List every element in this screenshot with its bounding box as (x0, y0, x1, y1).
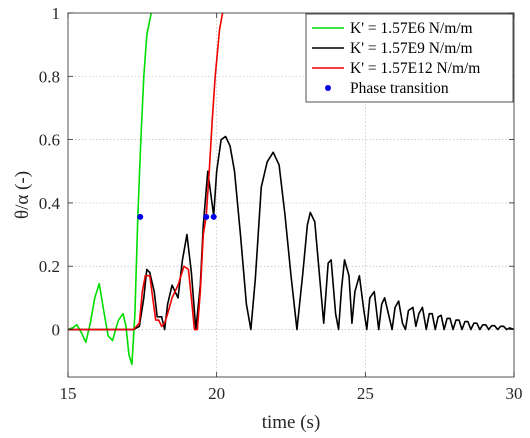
legend: K' = 1.57E6 N/m/m K' = 1.57E9 N/m/m K' = 1… (305, 13, 514, 103)
series-4-marker (203, 213, 210, 220)
legend-label: Phase transition (350, 80, 449, 97)
y-tick-label: 0.8 (39, 67, 60, 86)
x-tick-label: 30 (506, 384, 523, 403)
legend-marker (325, 85, 331, 91)
legend-label: K' = 1.57E9 N/m/m (350, 40, 473, 57)
x-axis-title: time (s) (262, 412, 321, 433)
y-tick-label: 0 (52, 321, 61, 340)
series-4-marker (210, 213, 217, 220)
legend-label: K' = 1.57E12 N/m/m (350, 60, 480, 77)
y-tick-label: 0.6 (39, 131, 60, 150)
series-4-marker (137, 213, 144, 220)
x-tick-label: 25 (357, 384, 374, 403)
y-axis-title: θ/α (-) (12, 171, 33, 219)
y-tick-label: 0.2 (39, 257, 60, 276)
y-tick-label: 1 (52, 4, 61, 23)
plot-frame (67, 12, 515, 378)
x-tick-label: 15 (60, 384, 77, 403)
axis-ticks: 15 20 25 30 0 0.2 0.4 0.6 0.8 1 (39, 4, 523, 403)
series-2-line (68, 135, 514, 331)
series-layer (68, 13, 514, 366)
x-tick-label: 20 (208, 384, 225, 403)
series-3-line (68, 13, 224, 331)
y-tick-label: 0.4 (39, 194, 61, 213)
legend-label: K' = 1.57E6 N/m/m (350, 20, 473, 37)
